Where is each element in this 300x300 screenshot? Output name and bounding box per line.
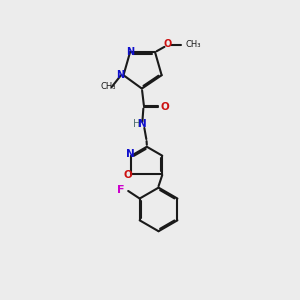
Text: N: N	[138, 119, 147, 129]
Text: N: N	[127, 47, 135, 57]
Text: N: N	[126, 149, 134, 159]
Text: H: H	[133, 119, 140, 129]
Text: CH₃: CH₃	[186, 40, 201, 49]
Text: F: F	[117, 185, 124, 195]
Text: CH₃: CH₃	[100, 82, 116, 91]
Text: O: O	[124, 169, 132, 179]
Text: N: N	[116, 70, 124, 80]
Text: O: O	[160, 102, 169, 112]
Text: O: O	[164, 39, 172, 49]
